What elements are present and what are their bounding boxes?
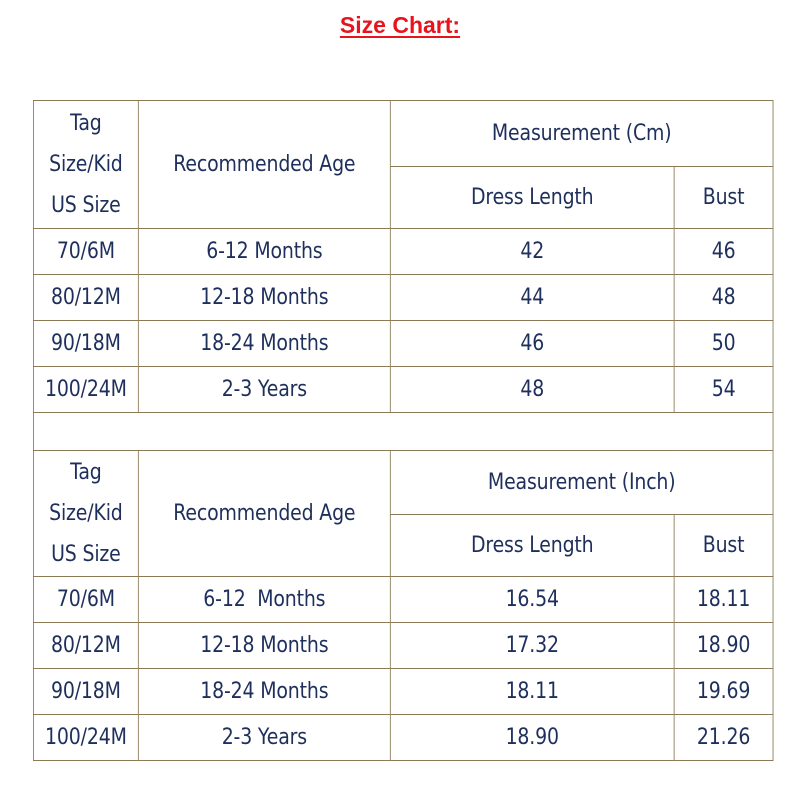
inch-age-header: Recommended Age xyxy=(137,450,391,577)
table-row: 70/6M 6-12 Months 42 46 xyxy=(33,228,774,275)
table-row: 100/24M 2-3 Years 18.90 21.26 xyxy=(33,714,774,761)
tag-size-cell: 80/12M xyxy=(33,274,139,321)
age-cell: 12-18 Months xyxy=(137,274,391,321)
tag-size-cell: 70/6M xyxy=(33,228,139,275)
tag-size-cell: 100/24M xyxy=(33,366,139,413)
bust-cell: 18.90 xyxy=(673,622,774,669)
tag-header-line: Tag xyxy=(70,111,102,136)
bust-cell: 48 xyxy=(673,274,774,321)
cm-measurement-header: Measurement (Cm) xyxy=(389,100,774,167)
dress-length-cell: 18.11 xyxy=(389,668,675,715)
dress-length-cell: 48 xyxy=(389,366,675,413)
tag-header-line: Size/Kid xyxy=(49,152,123,177)
tag-size-cell: 80/12M xyxy=(33,622,139,669)
spacer-cell xyxy=(32,412,774,451)
table-spacer-row xyxy=(32,412,774,451)
inch-header-row-2: Dress Length Bust xyxy=(33,514,774,577)
table-row: 80/12M 12-18 Months 17.32 18.90 xyxy=(33,622,774,669)
cm-header-row-1: Tag Size/Kid US Size Recommended Age Mea… xyxy=(33,100,774,229)
inch-measurement-header: Measurement (Inch) xyxy=(389,450,774,515)
tag-size-cell: 70/6M xyxy=(33,576,139,623)
bust-cell: 18.11 xyxy=(673,576,774,623)
tag-size-cell: 90/18M xyxy=(33,668,139,715)
age-cell: 12-18 Months xyxy=(137,622,391,669)
tag-header-line: US Size xyxy=(51,542,121,567)
age-cell: 2-3 Years xyxy=(137,714,391,761)
bust-cell: 19.69 xyxy=(673,668,774,715)
table-row: 80/12M 12-18 Months 44 48 xyxy=(33,274,774,321)
inch-dress-length-header: Dress Length xyxy=(389,514,675,577)
size-chart-table: Tag Size/Kid US Size Recommended Age Mea… xyxy=(32,100,774,761)
tag-header-line: Size/Kid xyxy=(49,501,123,526)
age-cell: 18-24 Months xyxy=(137,668,391,715)
age-cell: 6-12 Months xyxy=(137,576,391,623)
tag-header-line: Tag xyxy=(70,460,102,485)
age-cell: 18-24 Months xyxy=(137,320,391,367)
inch-header-row-1: Tag Size/Kid US Size Recommended Age Mea… xyxy=(33,450,774,577)
cm-header-row-2: Dress Length Bust xyxy=(33,166,774,229)
inch-tag-size-header: Tag Size/Kid US Size xyxy=(33,450,139,577)
page-title: Size Chart: xyxy=(339,12,461,38)
table-row: 100/24M 2-3 Years 48 54 xyxy=(33,366,774,413)
cm-dress-length-header: Dress Length xyxy=(389,166,675,229)
table-row: 90/18M 18-24 Months 18.11 19.69 xyxy=(33,668,774,715)
cm-age-header: Recommended Age xyxy=(137,100,391,229)
bust-cell: 54 xyxy=(673,366,774,413)
dress-length-cell: 44 xyxy=(389,274,675,321)
inch-bust-header: Bust xyxy=(673,514,774,577)
age-cell: 2-3 Years xyxy=(137,366,391,413)
dress-length-cell: 17.32 xyxy=(389,622,675,669)
cm-bust-header: Bust xyxy=(673,166,774,229)
table-row: 70/6M 6-12 Months 16.54 18.11 xyxy=(33,576,774,623)
tag-size-cell: 90/18M xyxy=(33,320,139,367)
bust-cell: 21.26 xyxy=(673,714,774,761)
cm-tag-size-header: Tag Size/Kid US Size xyxy=(33,100,139,229)
dress-length-cell: 18.90 xyxy=(389,714,675,761)
dress-length-cell: 46 xyxy=(389,320,675,367)
dress-length-cell: 42 xyxy=(389,228,675,275)
table-row: 90/18M 18-24 Months 46 50 xyxy=(33,320,774,367)
bust-cell: 46 xyxy=(673,228,774,275)
tag-header-line: US Size xyxy=(51,193,121,218)
bust-cell: 50 xyxy=(673,320,774,367)
dress-length-cell: 16.54 xyxy=(389,576,675,623)
tag-size-cell: 100/24M xyxy=(33,714,139,761)
age-cell: 6-12 Months xyxy=(137,228,391,275)
